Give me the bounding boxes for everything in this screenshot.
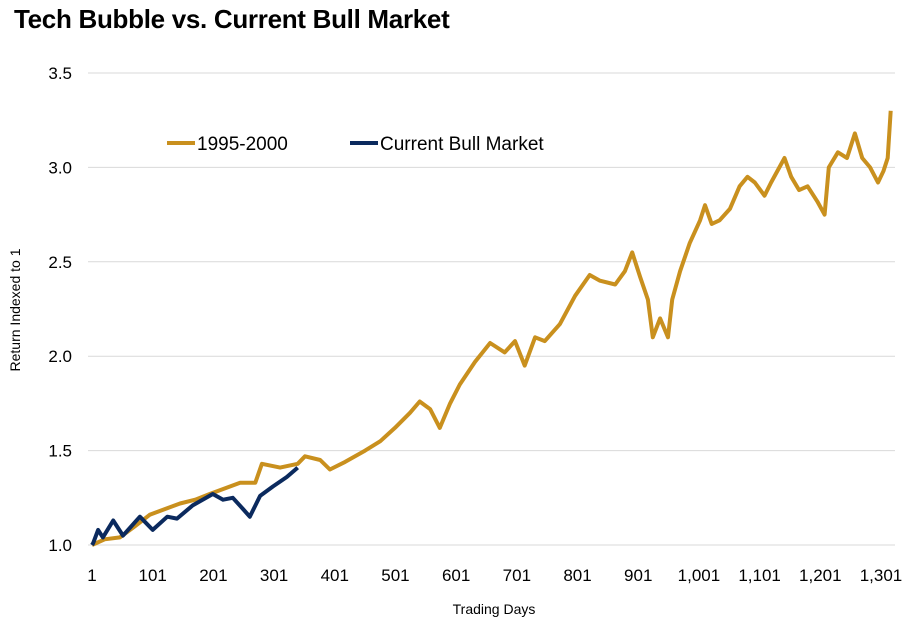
series-line-1995-2000: [91, 110, 893, 547]
x-tick-label: 1,301: [860, 566, 903, 585]
x-tick-label: 401: [321, 566, 349, 585]
y-tick-label: 1.0: [48, 536, 72, 555]
x-tick-label: 701: [503, 566, 531, 585]
legend: 1995-2000 Current Bull Market: [167, 134, 544, 155]
x-tick-label: 201: [199, 566, 227, 585]
y-tick-label: 3.5: [48, 64, 72, 83]
y-tick-label: 1.5: [48, 442, 72, 461]
gridlines: [88, 72, 895, 546]
y-tick-labels: 1.0 1.5 2.0 2.5 3.0 3.5: [48, 64, 72, 555]
y-tick-label: 2.0: [48, 347, 72, 366]
y-axis-label: Return Indexed to 1: [7, 248, 23, 371]
y-tick-label: 3.0: [48, 158, 72, 177]
x-tick-label: 601: [442, 566, 470, 585]
x-tick-label: 1,201: [799, 566, 842, 585]
x-tick-label: 101: [139, 566, 167, 585]
x-tick-label: 901: [624, 566, 652, 585]
x-tick-label: 501: [381, 566, 409, 585]
chart-title: Tech Bubble vs. Current Bull Market: [14, 4, 450, 34]
series-lines: [90, 110, 893, 547]
x-tick-label: 801: [563, 566, 591, 585]
legend-label-1995-2000: 1995-2000: [197, 134, 288, 155]
x-tick-label: 1,101: [738, 566, 781, 585]
x-tick-label: 1: [87, 566, 96, 585]
x-tick-labels: 1 101 201 301 401 501 601 701 801 901 1,001 1,101 1,…: [87, 566, 902, 585]
x-axis-label: Trading Days: [453, 601, 536, 617]
y-tick-label: 2.5: [48, 253, 72, 272]
x-tick-label: 301: [260, 566, 288, 585]
legend-label-current-bull-market: Current Bull Market: [380, 134, 544, 155]
series-line-current-bull-market: [90, 466, 300, 547]
x-tick-label: 1,001: [678, 566, 721, 585]
